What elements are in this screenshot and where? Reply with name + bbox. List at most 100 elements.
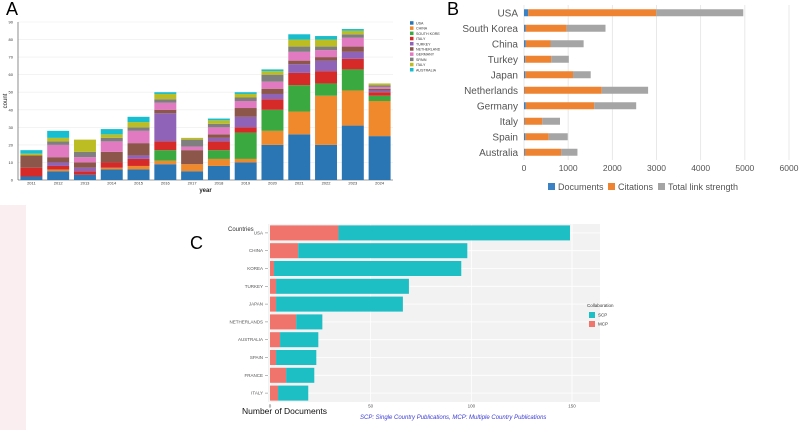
bar-segment-2022-south-korea — [315, 83, 338, 96]
x-tick-label: 2011 — [27, 181, 36, 186]
bar-segment-italy-total-link-strength — [542, 117, 560, 125]
legend-label: Documents — [558, 182, 604, 192]
bar-segment-2022-turkey — [315, 60, 338, 72]
bar-segment-2024-spain — [368, 85, 391, 87]
bar-segment-2016-turkey — [154, 113, 177, 142]
bar-segment-2015-italy — [127, 122, 150, 128]
bar-segment-germany-documents — [524, 102, 526, 110]
legend-label: ITALY — [416, 37, 426, 41]
legend-swatch-australia — [410, 68, 414, 72]
bar-segment-2016-china — [154, 160, 177, 165]
bar-segment-2021-usa — [288, 134, 311, 180]
x-tick-label: 2015 — [134, 181, 144, 186]
bar-segment-2023-germany — [341, 37, 364, 47]
bar-segment-south-korea-documents — [524, 24, 526, 32]
legend-label: Citations — [618, 182, 654, 192]
bar-segment-2022-italy — [315, 39, 338, 47]
x-axis-title: Number of Documents — [242, 406, 327, 416]
legend-swatch-turkey — [410, 42, 414, 46]
panel-label-a: A — [6, 0, 19, 19]
chart-a-stacked-year-bars: 0 10 20 30 40 50 60 70 80 90 2011 2012 2013 2014 2015 2… — [3, 20, 440, 195]
bar-segment-2013-germany — [73, 157, 96, 163]
bar-segment-2015-netherlands — [127, 143, 150, 156]
y-tick-label: 90 — [9, 20, 14, 25]
bar-segment-usa-mcp — [270, 225, 339, 241]
bar-segment-2014-germany — [100, 141, 123, 152]
y-tick-label: 60 — [9, 72, 14, 77]
bar-segment-2016-south-korea — [154, 150, 177, 161]
y-tick-label: CHINA — [249, 248, 263, 253]
bar-segment-2017-china — [181, 164, 204, 172]
chart-b-country-metrics-bars: 0 1000 2000 3000 4000 5000 6000 USA South Korea C… — [462, 5, 799, 192]
y-tick-label: USA — [254, 230, 263, 235]
legend-label: USA — [416, 22, 424, 26]
bar-segment-2013-usa — [73, 174, 96, 180]
bar-segment-2019-australia — [234, 92, 257, 94]
x-tick-label: 2024 — [375, 181, 385, 186]
bar-segment-turkey-mcp — [270, 278, 277, 294]
bar-segment-2017-italy — [181, 137, 204, 140]
bar-segment-2023-netherlands — [341, 46, 364, 52]
bar-segment-2020-turkey — [261, 93, 284, 100]
y-tick-label: 40 — [9, 107, 14, 112]
bar-segment-2022-germany — [315, 50, 338, 58]
bar-segment-2016-italy — [154, 93, 177, 100]
bar-segment-2024-netherlands — [368, 88, 391, 91]
bar-segment-italy-mcp — [270, 385, 279, 401]
bar-segment-2024-italy — [368, 92, 391, 96]
bar-segment-2018-italy — [207, 120, 230, 124]
bar-segment-2018-germany — [207, 127, 230, 135]
bar-segment-netherlands-mcp — [270, 314, 297, 330]
bar-segment-japan-scp — [276, 296, 403, 312]
legend-swatch-south-korea — [410, 31, 414, 36]
bar-segment-2014-usa — [100, 169, 123, 180]
bar-segment-2019-germany — [234, 101, 257, 109]
legend-label: TURKEY — [416, 42, 431, 46]
bar-segment-south-korea-citations — [525, 24, 567, 32]
bar-segment-2019-south-korea — [234, 132, 257, 159]
bar-segment-2016-usa — [154, 164, 177, 180]
bar-segment-spain-citations — [525, 133, 549, 141]
y-axis-title: Countries — [228, 227, 254, 233]
bar-segment-2024-china — [368, 101, 391, 137]
bar-segment-2017-netherlands — [181, 150, 204, 165]
bar-segment-2020-china — [261, 130, 284, 145]
bar-segment-2021-italy — [288, 39, 311, 47]
x-tick-label: 0 — [522, 163, 527, 173]
bar-segment-2024-usa — [368, 136, 391, 180]
bar-segment-usa-total-link-strength — [656, 9, 744, 17]
bar-segment-2020-italy — [261, 71, 284, 75]
y-tick-label: KOREA — [247, 266, 263, 271]
x-tick-label: 0 — [269, 404, 272, 409]
x-tick-label: 100 — [468, 404, 476, 409]
bar-segment-2019-turkey — [234, 116, 257, 128]
y-tick-label: 50 — [9, 90, 14, 95]
bar-segment-2012-australia — [47, 130, 70, 138]
x-tick-label: 150 — [568, 404, 576, 409]
bar-segment-2011-netherlands — [20, 155, 43, 168]
bar-segment-australia-citations — [524, 148, 562, 156]
bar-segment-2011-italy — [20, 153, 43, 156]
bar-segment-2015-germany — [127, 130, 150, 144]
legend-swatch-italy — [410, 62, 414, 67]
bar-segment-japan-mcp — [270, 296, 277, 312]
bar-segment-2011-italy — [20, 167, 43, 177]
x-tick-label: 1000 — [559, 163, 578, 173]
bar-segment-france-scp — [286, 367, 315, 383]
bar-segment-2011-usa — [20, 176, 43, 180]
bar-segment-2016-spain — [154, 99, 177, 103]
legend-swatch-germany — [410, 52, 414, 56]
x-tick-label: 2018 — [214, 181, 224, 186]
legend-swatch-scp — [589, 312, 595, 318]
bar-segment-france-mcp — [270, 367, 287, 383]
bar-segment-korea-scp — [274, 261, 462, 276]
bar-segment-2011-australia — [20, 150, 43, 154]
panel-label-c: C — [190, 233, 203, 253]
bar-segment-2016-netherlands — [154, 109, 177, 114]
x-tick-label: 6000 — [780, 163, 799, 173]
y-tick-label: SPAIN — [250, 355, 263, 360]
bar-segment-2015-turkey — [127, 155, 150, 159]
bar-segment-turkey-documents — [524, 55, 526, 63]
legend-label: NETHERLANDS — [416, 48, 440, 52]
bar-segment-2020-usa — [261, 144, 284, 180]
